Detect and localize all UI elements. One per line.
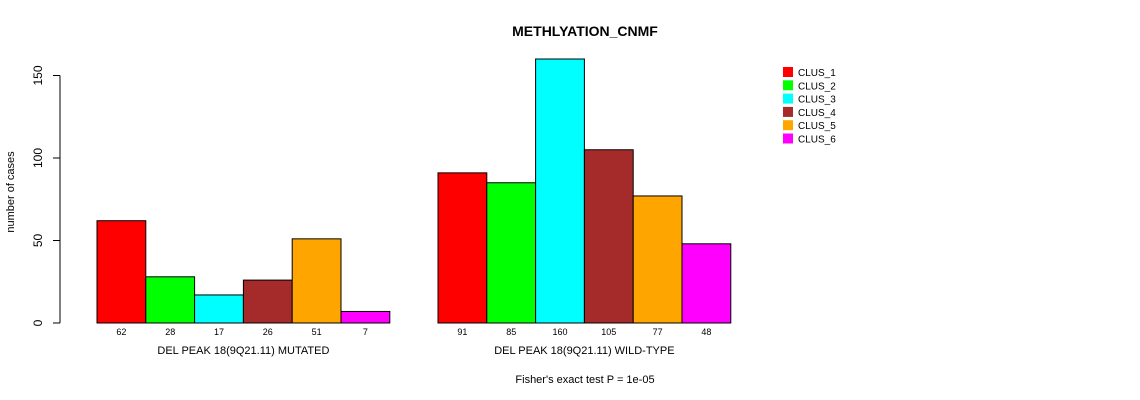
legend-label: CLUS_3 [798, 95, 836, 106]
y-axis: 0 50 100 150 [31, 65, 61, 326]
legend-swatch [783, 133, 793, 144]
bar-clus-6 [681, 243, 732, 324]
legend-swatch [783, 106, 793, 117]
bars [96, 58, 732, 324]
bar-count-label: 77 [653, 327, 663, 337]
bar-clus-2 [486, 182, 537, 324]
bar-clus-5 [291, 238, 342, 324]
legend: CLUS_1 CLUS_2 CLUS_3 CLUS_4 CLUS_5 CLUS_6 [783, 67, 836, 146]
bar-count-label: 26 [263, 327, 273, 337]
bar-clus-6 [340, 310, 391, 324]
bar-clus-1 [437, 172, 488, 324]
y-tick-label: 100 [31, 148, 45, 168]
y-axis-label: number of cases [5, 151, 17, 233]
y-tick-label: 50 [31, 234, 45, 248]
bar-count-label: 7 [363, 327, 368, 337]
legend-swatch [783, 93, 793, 104]
legend-label: CLUS_6 [798, 135, 836, 146]
bar-clus-1 [96, 220, 147, 324]
bar-count-label: 62 [116, 327, 126, 337]
group-label: DEL PEAK 18(9Q21.11) MUTATED [157, 345, 329, 357]
legend-swatch [783, 80, 793, 91]
bar-count-label: 105 [601, 327, 616, 337]
chart-title: METHLYATION_CNMF [512, 23, 658, 39]
legend-label: CLUS_2 [798, 81, 836, 92]
bar-count-label: 160 [552, 327, 567, 337]
y-tick-label: 150 [31, 65, 45, 85]
bar-count-label: 85 [506, 327, 516, 337]
group-label: DEL PEAK 18(9Q21.11) WILD-TYPE [494, 345, 674, 357]
bar-count-label: 48 [701, 327, 711, 337]
legend-swatch [783, 120, 793, 131]
bar-clus-3 [535, 58, 585, 324]
y-tick-label: 0 [31, 319, 45, 326]
bar-clus-2 [145, 276, 196, 324]
bar-clus-5 [632, 195, 683, 324]
fisher-test-footer: Fisher's exact test P = 1e-05 [515, 374, 654, 386]
bar-count-label: 17 [214, 327, 224, 337]
legend-label: CLUS_1 [798, 68, 836, 79]
bar-clus-3 [194, 294, 244, 324]
legend-label: CLUS_5 [798, 121, 836, 132]
bar-clus-4 [242, 279, 293, 324]
group-labels: DEL PEAK 18(9Q21.11) MUTATED DEL PEAK 18(… [157, 345, 674, 357]
legend-swatch [783, 67, 793, 77]
bar-count-label: 51 [312, 327, 322, 337]
bar-count-label: 91 [457, 327, 467, 337]
bar-count-label: 28 [165, 327, 175, 337]
bar-clus-4 [583, 149, 634, 324]
bar-count-labels: 62 28 17 26 51 7 91 85 160 105 77 48 [116, 327, 711, 337]
legend-label: CLUS_4 [798, 108, 836, 119]
